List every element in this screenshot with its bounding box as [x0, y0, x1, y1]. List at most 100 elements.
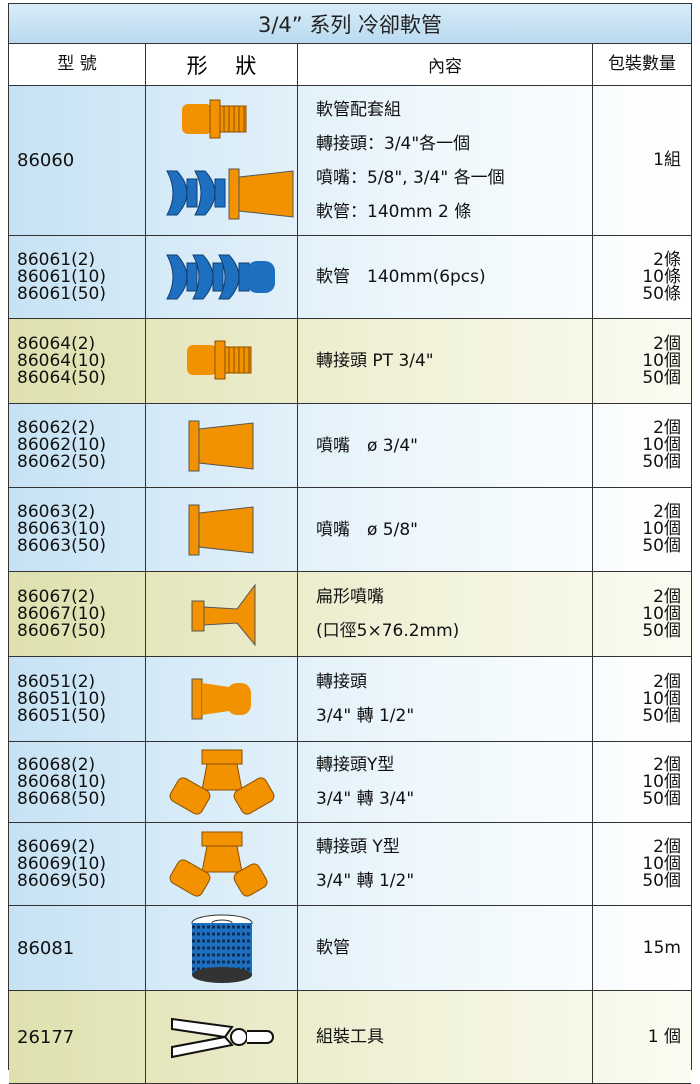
column-header: 包裝數量: [608, 54, 676, 74]
shape-cell: [146, 906, 298, 990]
model-number: 86069(2): [17, 836, 96, 857]
qty: 50個: [642, 367, 681, 388]
qty-cell: 2個 10個 50個: [593, 742, 691, 822]
content-line: 噴嘴 ø 3/4": [316, 435, 418, 456]
product-row: 86069(2) 86069(10) 86069(50) 轉接頭 Y型 3/4" 轉 1…: [9, 823, 691, 906]
column-header-row: 型 號 形 狀 內容 包裝數量: [9, 44, 691, 86]
product-icon: [188, 420, 253, 471]
model-number: 86069(10): [17, 853, 106, 874]
model-number: 86061(2): [17, 249, 96, 270]
qty: 2個: [653, 418, 681, 438]
column-header: 形 狀: [146, 44, 298, 85]
model-cell: 26177: [9, 991, 146, 1083]
content-cell: 轉接頭 3/4" 轉 1/2": [298, 657, 593, 741]
content-line: 扁形噴嘴: [316, 587, 384, 607]
qty-cell: 2個 10個 50個: [593, 572, 691, 656]
shape-cell: [146, 236, 298, 318]
qty: 2條: [653, 249, 681, 270]
qty-cell: 2個 10個 50個: [593, 404, 691, 487]
qty: 10個: [642, 603, 681, 624]
model-number: 86064(50): [17, 367, 106, 388]
model-number: 86067(10): [17, 603, 106, 624]
qty: 2個: [653, 836, 681, 857]
qty: 10個: [642, 688, 681, 709]
product-row: 86081 軟管 15m: [9, 906, 691, 991]
content-cell: 扁形噴嘴 (口徑5×76.2mm): [298, 572, 593, 656]
table-title: 3/4” 系列 冷卻軟管: [257, 12, 443, 37]
model-number: 86061(10): [17, 266, 106, 287]
content-line: 3/4" 轉 3/4": [316, 789, 415, 809]
qty: 50個: [642, 788, 681, 809]
content-line: 轉接頭 Y型: [316, 837, 400, 857]
model-cell: 86051(2) 86051(10) 86051(50): [9, 657, 146, 741]
product-icon: [170, 1017, 274, 1059]
model-number: 86062(10): [17, 435, 106, 455]
qty-cell: 2個 10個 50個: [593, 657, 691, 741]
qty: 1組: [653, 150, 681, 170]
model-cell: 86081: [9, 906, 146, 990]
model-number: 86051(50): [17, 705, 106, 726]
content-line: 軟管配套組: [316, 99, 401, 120]
content-cell: 噴嘴 ø 5/8": [298, 488, 593, 571]
content-cell: 軟管配套組轉接頭：3/4"各一個噴嘴：5/8", 3/4" 各一個 軟管：140m…: [298, 86, 593, 235]
qty: 2個: [653, 586, 681, 607]
model-number: 86081: [17, 937, 75, 959]
product-icon: [169, 749, 274, 815]
model-number: 86068(50): [17, 788, 106, 809]
product-row: 86064(2) 86064(10) 86064(50) 轉接頭 PT 3/4" 2個 1…: [9, 319, 691, 404]
content-line: 3/4" 轉 1/2": [316, 871, 415, 891]
qty: 10條: [642, 266, 681, 287]
qty: 50個: [642, 705, 681, 726]
model-number: 86068(10): [17, 771, 106, 792]
content-cell: 轉接頭Y型 3/4" 轉 3/4": [298, 742, 593, 822]
content-line: 轉接頭Y型: [316, 755, 395, 775]
title-row: 3/4” 系列 冷卻軟管: [9, 4, 691, 44]
product-icon: [186, 340, 251, 380]
model-number: 86069(50): [17, 870, 106, 891]
model-number: 86067(50): [17, 620, 106, 641]
product-icon: [191, 583, 255, 647]
model-number: 86060: [17, 150, 75, 171]
model-cell: 86068(2) 86068(10) 86068(50): [9, 742, 146, 822]
model-cell: 86063(2) 86063(10) 86063(50): [9, 488, 146, 571]
content-line: 轉接頭: [316, 672, 367, 692]
model-cell: 86060: [9, 86, 146, 235]
qty: 10個: [642, 350, 681, 371]
qty-cell: 15m: [593, 906, 691, 990]
qty: 15m: [642, 937, 681, 958]
content-line: 3/4" 轉 1/2": [316, 706, 415, 726]
shape-cell: [146, 572, 298, 656]
product-icon: [165, 254, 275, 300]
product-icon: [169, 831, 267, 897]
model-number: 86062(50): [17, 452, 106, 472]
model-number: 86051(2): [17, 671, 96, 692]
product-row: 26177 組裝工具 1 個: [9, 991, 691, 1084]
shape-cell: [146, 488, 298, 571]
product-row: 86060 軟管配套組轉接頭：3/4"各一個噴嘴：5/8", 3/4" 各一個 軟管…: [9, 86, 691, 236]
model-number: 86063(2): [17, 502, 96, 522]
column-header: 型 號: [9, 44, 146, 85]
model-number: 86068(2): [17, 754, 96, 775]
content-line: 軟管：140mm 2 條: [316, 201, 472, 222]
qty: 10個: [642, 519, 681, 539]
shape-cell: [146, 657, 298, 741]
content-line: 轉接頭：3/4"各一個: [316, 133, 471, 154]
qty: 50個: [642, 870, 681, 891]
product-icon: [165, 99, 293, 219]
shape-cell: [146, 86, 298, 235]
model-number: 86067(2): [17, 586, 96, 607]
product-row: 86051(2) 86051(10) 86051(50) 轉接頭 3/4" 轉 1/2"…: [9, 657, 691, 742]
qty: 1 個: [647, 1026, 681, 1047]
shape-cell: [146, 823, 298, 905]
qty: 50條: [642, 283, 681, 304]
content-line: 噴嘴：5/8", 3/4" 各一個: [316, 167, 505, 188]
product-icon: [191, 914, 252, 983]
content-line: 組裝工具: [316, 1027, 384, 1047]
content-cell: 噴嘴 ø 3/4": [298, 404, 593, 487]
product-row: 86067(2) 86067(10) 86067(50) 扁形噴嘴 (口徑5×76.2m…: [9, 572, 691, 657]
model-number: 86064(10): [17, 350, 106, 371]
model-cell: 86062(2) 86062(10) 86062(50): [9, 404, 146, 487]
model-number: 86063(50): [17, 536, 106, 556]
model-number: 86064(2): [17, 333, 96, 354]
shape-cell: [146, 319, 298, 403]
